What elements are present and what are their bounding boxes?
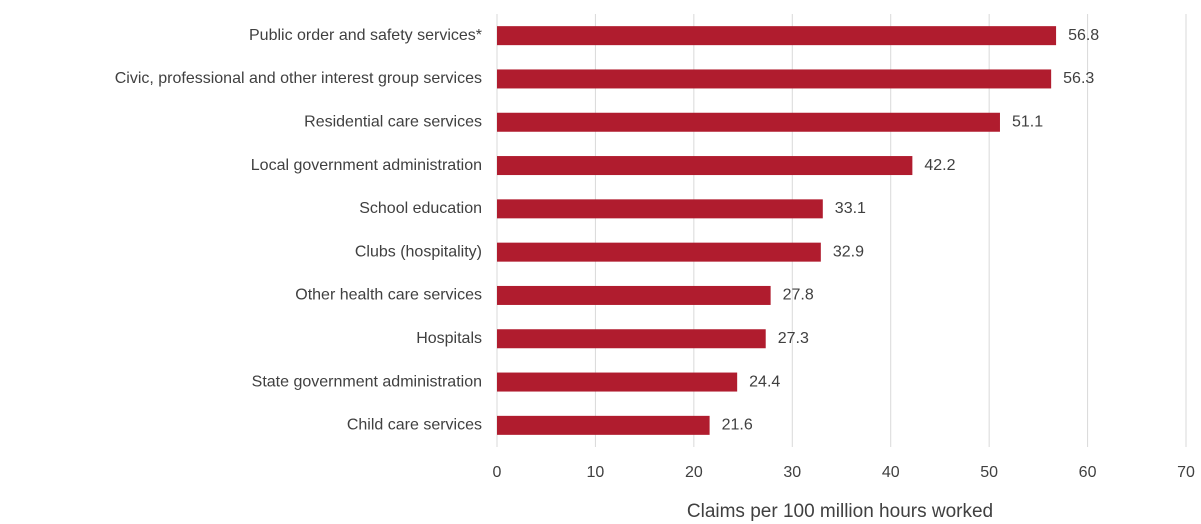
bar — [497, 372, 738, 392]
y-tick-label: Public order and safety services* — [249, 27, 482, 44]
x-tick-label: 10 — [587, 464, 605, 481]
x-tick-label: 30 — [783, 464, 801, 481]
bar — [497, 199, 823, 219]
x-tick-label: 70 — [1177, 464, 1195, 481]
bar — [497, 112, 1000, 132]
y-tick-label: Child care services — [347, 417, 482, 434]
value-label: 32.9 — [833, 243, 864, 260]
x-tick-label: 50 — [980, 464, 998, 481]
y-tick-label: State government administration — [252, 373, 482, 390]
value-label: 56.8 — [1068, 27, 1099, 44]
value-label: 27.3 — [778, 330, 809, 347]
value-label: 24.4 — [749, 373, 780, 390]
bar — [497, 329, 766, 349]
value-label: 42.2 — [924, 157, 955, 174]
x-tick-label: 20 — [685, 464, 703, 481]
value-label: 33.1 — [835, 200, 866, 217]
y-tick-label: School education — [359, 200, 482, 217]
y-tick-label: Local government administration — [251, 157, 482, 174]
x-tick-label: 40 — [882, 464, 900, 481]
bar — [497, 156, 913, 176]
y-tick-label: Civic, professional and other interest g… — [115, 70, 482, 87]
bar — [497, 26, 1057, 46]
y-tick-label: Hospitals — [416, 330, 482, 347]
bar — [497, 285, 771, 305]
x-tick-label: 0 — [493, 464, 502, 481]
y-tick-label: Residential care services — [304, 113, 482, 130]
value-label: 27.8 — [783, 287, 814, 304]
y-tick-label: Other health care services — [295, 287, 482, 304]
bar — [497, 415, 710, 435]
value-label: 56.3 — [1063, 70, 1094, 87]
x-axis-title: Claims per 100 million hours worked — [687, 501, 993, 522]
bar — [497, 242, 821, 262]
value-label: 21.6 — [722, 417, 753, 434]
x-tick-label: 60 — [1079, 464, 1097, 481]
bar — [497, 69, 1052, 89]
y-tick-label: Clubs (hospitality) — [355, 243, 482, 260]
value-label: 51.1 — [1012, 113, 1043, 130]
